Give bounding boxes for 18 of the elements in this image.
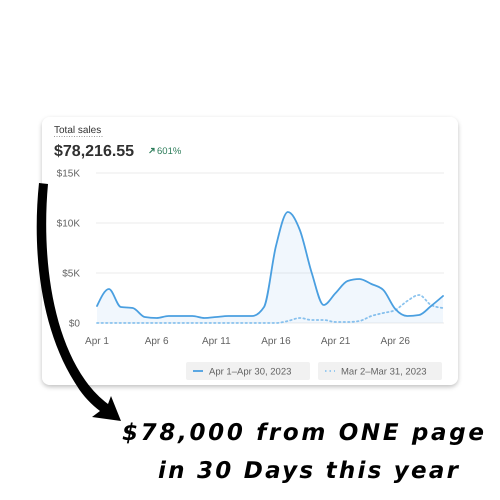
x-tick-label: Apr 1 xyxy=(85,336,110,347)
x-tick-label: Apr 16 xyxy=(261,336,292,347)
x-tick-label: Apr 6 xyxy=(144,336,170,347)
text: $78,000 from ONE page xyxy=(122,420,484,446)
x-tick-label: Apr 26 xyxy=(380,336,410,347)
x-tick-label: Apr 11 xyxy=(202,336,232,347)
text: 601% xyxy=(157,146,182,157)
y-tick-label: $5K xyxy=(62,268,80,280)
text: in 30 Days this year xyxy=(158,458,460,484)
y-tick-label: $0 xyxy=(68,318,80,330)
line-series xyxy=(96,294,444,324)
chart-subtitle: $78,216.55 xyxy=(54,143,134,160)
chart-title: Total sales xyxy=(54,125,102,136)
y-tick-label: $10K xyxy=(56,218,80,230)
legend-label: Mar 2–Mar 31, 2023 xyxy=(341,366,427,378)
y-tick-label: $15K xyxy=(56,168,80,180)
x-tick-label: Apr 21 xyxy=(320,336,351,347)
legend-label: Apr 1–Apr 30, 2023 xyxy=(209,366,292,378)
